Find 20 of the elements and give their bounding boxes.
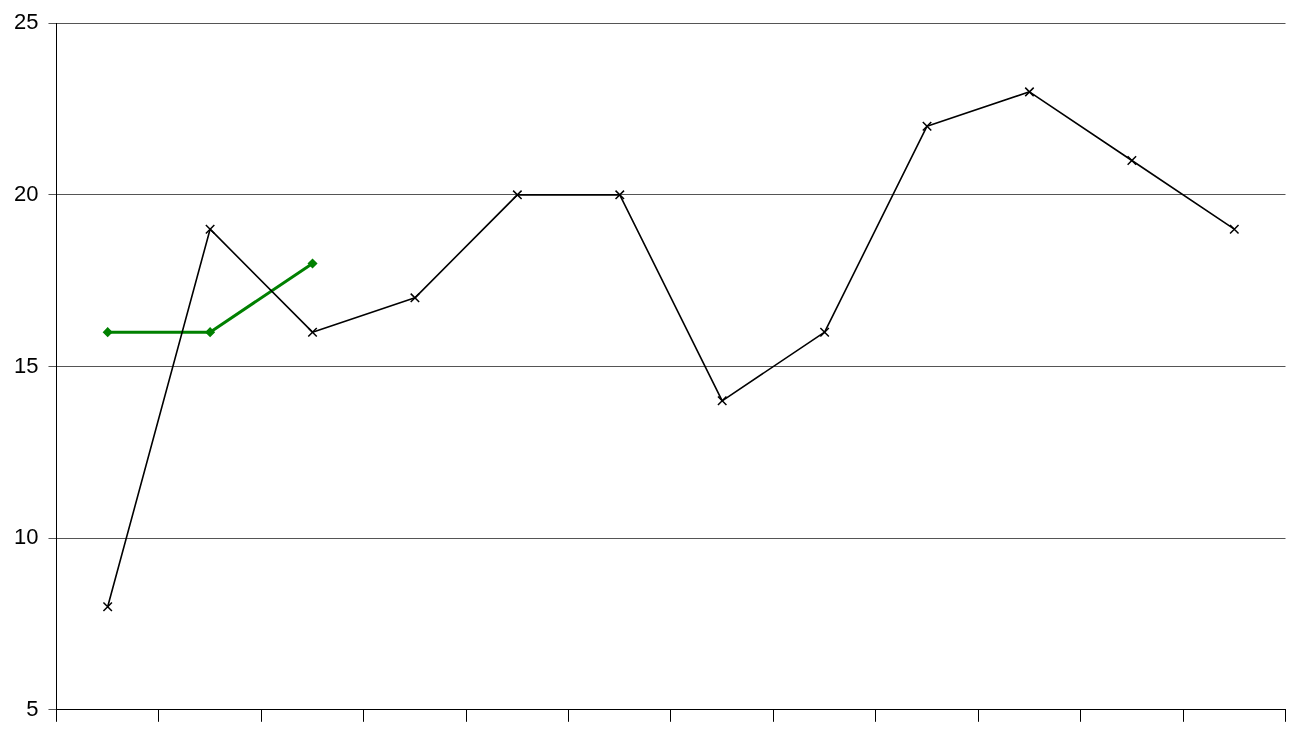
point <box>205 327 215 337</box>
point <box>102 327 113 337</box>
y-tick-label: 25 <box>13 9 39 35</box>
y-tick-label: 15 <box>13 352 39 378</box>
point <box>205 224 216 235</box>
point <box>1229 224 1240 235</box>
y-tick-label: 5 <box>26 695 39 721</box>
point <box>614 189 625 200</box>
point <box>409 292 420 303</box>
point <box>1024 86 1035 97</box>
point <box>717 395 728 406</box>
point <box>512 189 523 200</box>
y-tick-label: 10 <box>13 524 39 550</box>
point <box>819 327 830 338</box>
y-tick-label: 20 <box>13 180 39 206</box>
point <box>307 258 318 269</box>
point <box>1126 155 1137 166</box>
point <box>307 327 318 338</box>
point <box>102 601 113 612</box>
point <box>922 121 933 132</box>
